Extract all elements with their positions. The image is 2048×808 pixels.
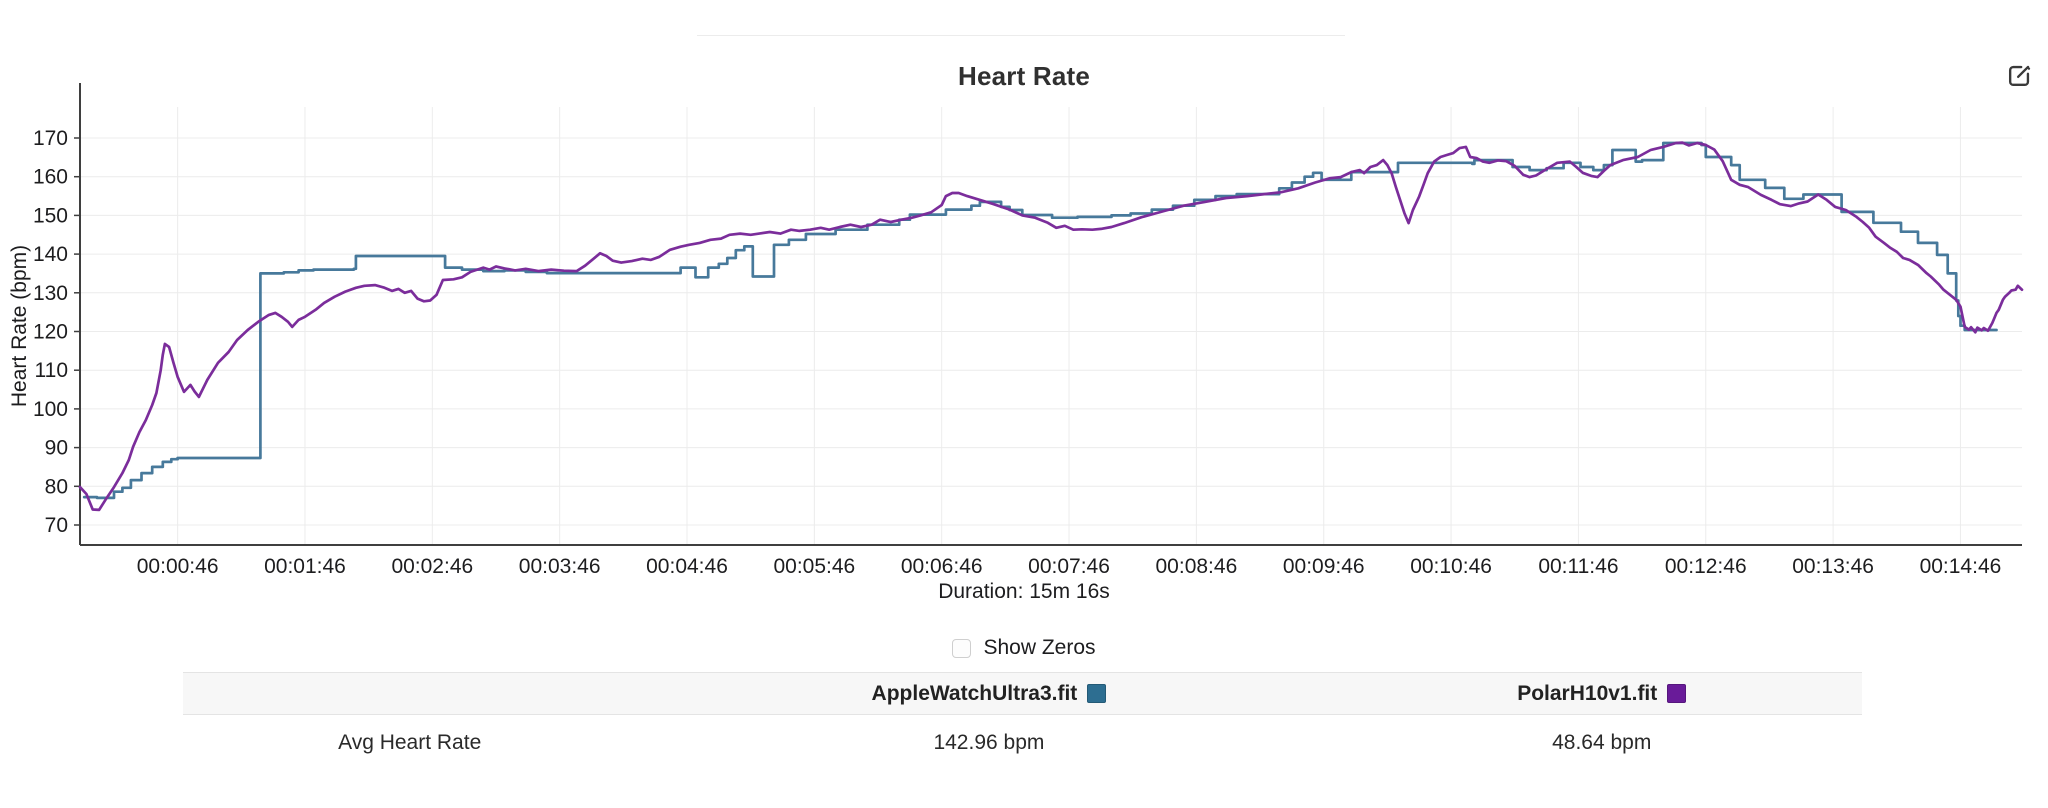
x-tick-label: 00:12:46 (1665, 555, 1747, 578)
legend-label-applewatch: AppleWatchUltra3.fit (871, 681, 1078, 705)
series-line-applewatchultra3-fit (82, 141, 1998, 500)
x-tick-label: 00:03:46 (519, 555, 601, 578)
x-tick-label: 00:02:46 (391, 555, 473, 578)
x-tick-label: 00:00:46 (137, 555, 219, 578)
y-tick-label: 170 (33, 127, 68, 150)
legend-label-polar: PolarH10v1.fit (1517, 681, 1658, 705)
page-title: Heart Rate (957, 61, 1091, 91)
x-tick-label: 00:11:46 (1538, 555, 1618, 578)
x-tick-label: 00:06:46 (901, 555, 983, 578)
show-zeros-row: Show Zeros (0, 636, 2048, 660)
y-tick-label: 130 (33, 282, 68, 305)
x-tick-label: 00:09:46 (1283, 555, 1365, 578)
series-line-polarh10v1-fit (78, 141, 2024, 512)
heart-rate-chart[interactable]: 70 80 90 100 110 120 130 140 150 160 170 00:00:46 00… (0, 0, 2048, 625)
edit-icon[interactable] (2006, 62, 2033, 89)
polar-color-swatch (1667, 684, 1687, 703)
x-tick-label: 00:08:46 (1156, 555, 1238, 578)
avg-value-polar: 48.64 bpm (1552, 731, 1652, 754)
show-zeros-checkbox[interactable] (952, 638, 972, 658)
legend-table: AppleWatchUltra3.fit PolarH10v1.fit Avg … (183, 672, 1862, 771)
duration-label: Duration: 15m 16s (938, 580, 1110, 603)
x-tick-label: 00:01:46 (264, 555, 346, 578)
x-tick-label: 00:04:46 (646, 555, 728, 578)
x-tick-label: 00:14:46 (1920, 555, 2002, 578)
metric-label: Avg Heart Rate (338, 731, 482, 754)
y-tick-label: 80 (45, 475, 68, 498)
applewatch-color-swatch (1087, 684, 1107, 703)
y-tick-label: 160 (33, 166, 68, 189)
legend-item-polar[interactable]: PolarH10v1.fit (1342, 682, 1862, 706)
y-tick-label: 90 (45, 437, 68, 460)
x-tick-label: 00:05:46 (773, 555, 855, 578)
avg-value-applewatch: 142.96 bpm (933, 731, 1045, 754)
y-tick-label: 120 (33, 321, 68, 344)
legend-item-applewatch[interactable]: AppleWatchUltra3.fit (636, 682, 1341, 706)
top-divider (697, 35, 1345, 36)
avg-heart-rate-row: Avg Heart Rate 142.96 bpm 48.64 bpm (183, 715, 1862, 771)
x-tick-label: 00:07:46 (1028, 555, 1110, 578)
y-tick-label: 70 (45, 514, 68, 537)
y-tick-label: 110 (35, 359, 68, 382)
y-axis-title: Heart Rate (bpm) (8, 245, 31, 407)
show-zeros-label: Show Zeros (983, 636, 1096, 659)
y-tick-label: 140 (33, 243, 68, 266)
legend-table-header: AppleWatchUltra3.fit PolarH10v1.fit (183, 672, 1862, 715)
y-tick-label: 100 (33, 398, 68, 421)
x-tick-label: 00:13:46 (1792, 555, 1874, 578)
y-tick-label: 150 (33, 204, 68, 227)
x-tick-label: 00:10:46 (1410, 555, 1492, 578)
